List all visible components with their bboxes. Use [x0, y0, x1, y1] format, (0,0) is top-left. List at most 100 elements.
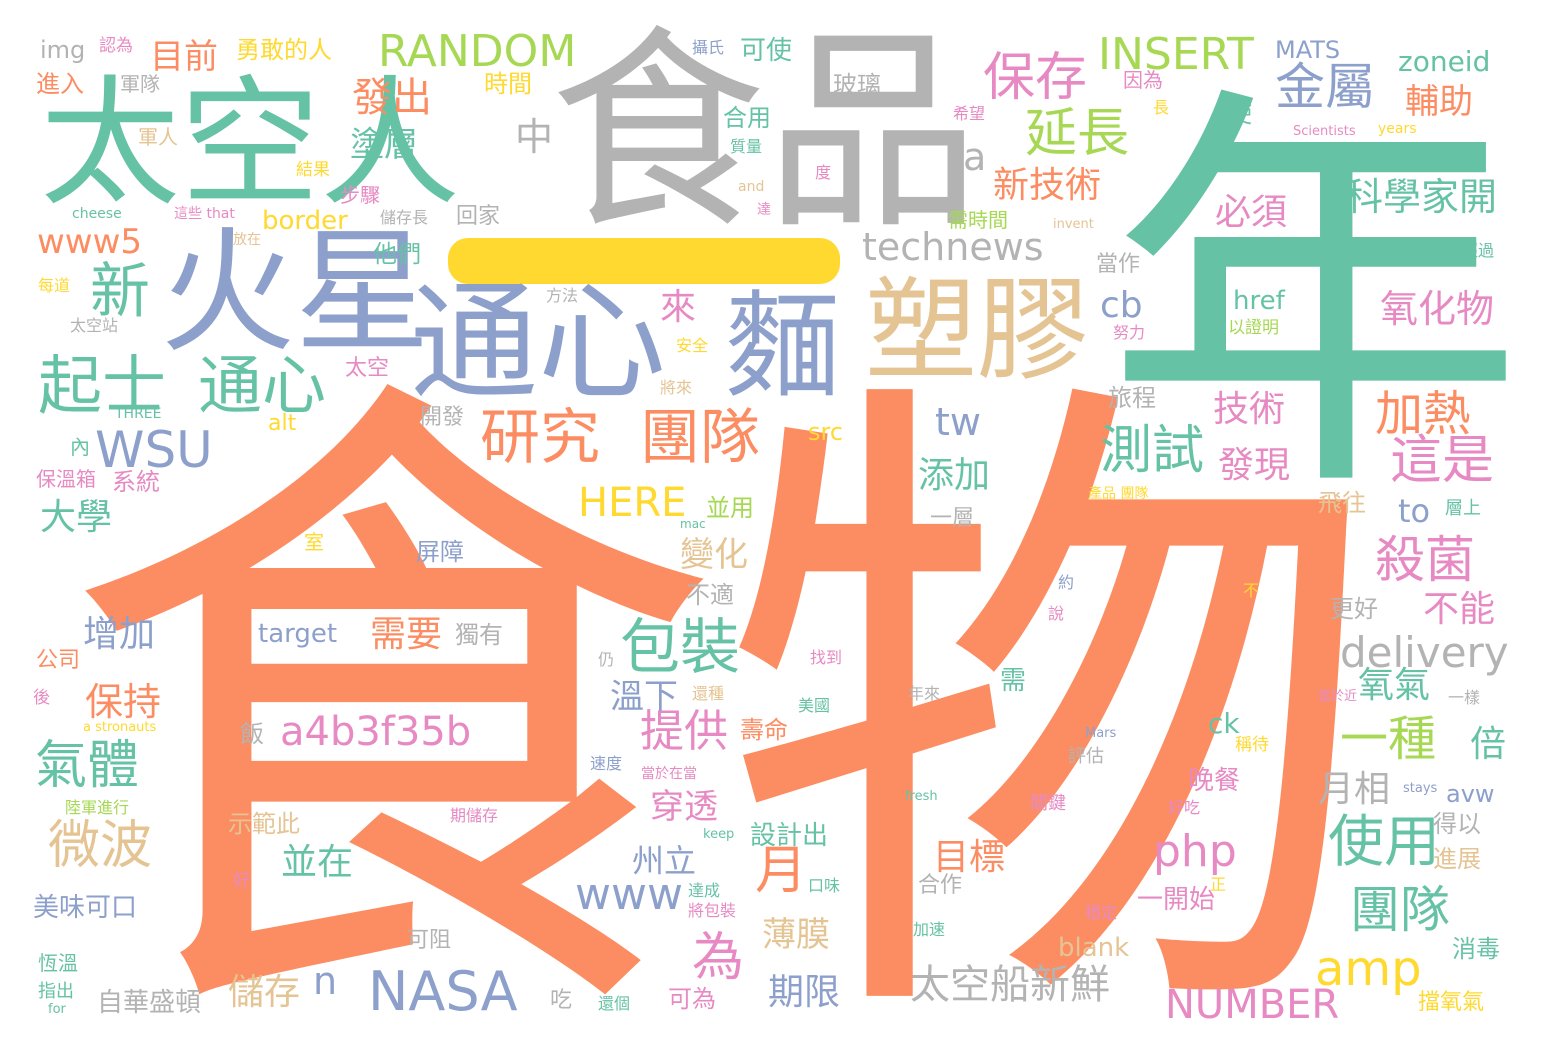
- word: HERE: [578, 480, 687, 526]
- word: 一層: [930, 506, 975, 531]
- word: 團隊: [1350, 881, 1450, 939]
- word: 技術: [1213, 389, 1286, 430]
- word: 火星: [160, 214, 430, 371]
- word: 太空人: [40, 63, 461, 226]
- word: a: [963, 135, 987, 179]
- word: 氧氣: [1358, 665, 1431, 706]
- word: 大學: [40, 497, 113, 538]
- word: 消毒: [1452, 935, 1500, 963]
- word: 好: [233, 871, 250, 891]
- word: 室: [304, 530, 324, 554]
- word: 指出: [38, 981, 74, 1002]
- word: 合用: [723, 104, 771, 132]
- word: a4b3f35b: [280, 709, 472, 755]
- word: zoneid: [1398, 45, 1491, 78]
- word: href: [1233, 286, 1285, 316]
- word: 通心: [198, 350, 326, 424]
- word: NASA: [368, 960, 518, 1023]
- word: 起士: [38, 350, 166, 424]
- word: 屏障: [416, 538, 464, 566]
- word: 回家: [456, 204, 501, 229]
- word: 期限: [768, 972, 841, 1013]
- word: 麵: [725, 280, 841, 414]
- word: 包裝: [620, 613, 740, 683]
- word: 年: [1105, 55, 1525, 544]
- word: to: [1398, 492, 1431, 530]
- word: 研究: [480, 403, 600, 473]
- word: keep: [703, 827, 735, 842]
- word: 稱待: [1235, 735, 1269, 755]
- word: 目前: [150, 37, 218, 77]
- word: 並在: [281, 842, 354, 883]
- word: 約: [1058, 573, 1075, 592]
- word: 他們: [373, 240, 421, 268]
- word: 步驟: [340, 183, 380, 207]
- word: 努力: [1113, 323, 1146, 342]
- word: technews: [862, 225, 1044, 269]
- word: 當於近: [1318, 689, 1358, 704]
- word: 團隊: [640, 403, 760, 473]
- word: 變化: [680, 535, 748, 575]
- word: 期儲存: [450, 806, 499, 825]
- word: 以證明: [1228, 318, 1279, 338]
- word: 中: [515, 115, 554, 159]
- word: MATS: [1275, 36, 1341, 64]
- word: 開發: [420, 405, 465, 430]
- word: 增加: [83, 614, 156, 655]
- word: INSERT: [1098, 29, 1254, 80]
- word: 時間: [484, 70, 532, 98]
- word: 還個: [598, 994, 631, 1013]
- word: 溫下: [610, 677, 678, 717]
- word: 更好: [1330, 595, 1378, 623]
- word: for: [48, 1002, 66, 1017]
- word: blank: [1058, 933, 1130, 963]
- word: 軍隊: [120, 72, 160, 96]
- word: 可為: [668, 985, 716, 1013]
- word: 一種: [1340, 711, 1437, 767]
- word: 長: [1153, 98, 1170, 117]
- word: mac: [680, 517, 706, 531]
- word: avw: [1446, 780, 1495, 808]
- word: delivery: [1340, 628, 1509, 677]
- word: 當作: [1096, 252, 1141, 277]
- word: 產品 團隊: [1088, 486, 1149, 502]
- word: 倍: [1470, 724, 1507, 765]
- word: 將來: [660, 378, 693, 397]
- word: 經過: [1462, 241, 1495, 260]
- word: amp: [1315, 941, 1422, 997]
- word: 並用: [706, 494, 754, 522]
- word: 不能: [1423, 589, 1496, 630]
- word: 穿透: [650, 787, 718, 827]
- word: 找到: [810, 648, 843, 667]
- word: 後: [33, 688, 50, 708]
- word: 殺菌: [1375, 531, 1475, 589]
- word: 合作: [918, 873, 963, 898]
- word: 州立: [632, 842, 697, 880]
- word: 食品: [550, 7, 980, 258]
- word: 氣體: [35, 736, 140, 796]
- word: 不適: [686, 581, 734, 609]
- word: 每道: [38, 276, 71, 295]
- word: alt: [268, 411, 297, 436]
- word: n: [313, 959, 338, 1003]
- word: 飯: [240, 720, 264, 748]
- word: 微波: [48, 816, 153, 876]
- word: 獨有: [455, 621, 503, 649]
- word: 加熱: [1375, 386, 1472, 442]
- word: target: [258, 619, 338, 649]
- word: 太空: [345, 356, 390, 381]
- word: 提供: [640, 706, 728, 757]
- word: 年來: [908, 684, 941, 703]
- word: 好吃: [1168, 798, 1201, 817]
- word: src: [808, 418, 844, 446]
- word: 通心: [410, 269, 667, 418]
- word: 還種: [692, 684, 725, 703]
- word: img: [40, 36, 86, 64]
- word: 保溫箱: [36, 467, 96, 491]
- word: THREE: [115, 406, 162, 422]
- word: 添加: [918, 455, 991, 496]
- word: 新: [90, 257, 150, 327]
- word: 示範此: [228, 810, 300, 838]
- word: years: [1378, 121, 1417, 137]
